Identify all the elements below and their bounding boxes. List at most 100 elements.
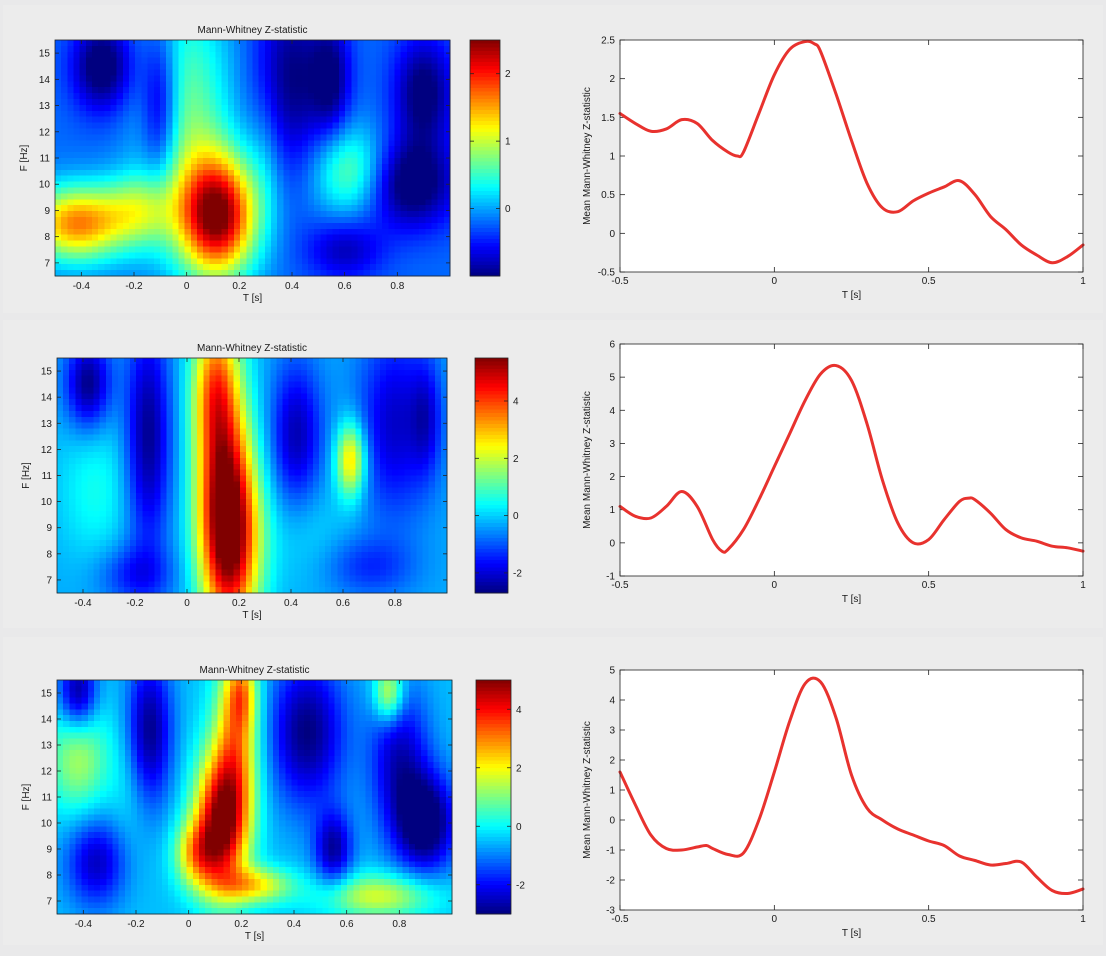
heatmap-cell — [105, 410, 113, 418]
heatmap-cell — [221, 57, 229, 65]
heatmap-cell — [239, 387, 247, 394]
heatmap-cell — [61, 40, 68, 47]
heatmap-cell — [379, 405, 387, 412]
heatmap-cell — [361, 457, 369, 465]
heatmap-cell — [375, 40, 383, 47]
heatmap-cell — [99, 381, 107, 388]
heatmap-cell — [172, 452, 180, 459]
heatmap-cell — [98, 57, 105, 65]
heatmap-cell — [166, 69, 173, 76]
heatmap-cell — [117, 410, 125, 418]
heatmap-cell — [178, 246, 186, 253]
heatmap-cell — [172, 393, 180, 400]
heatmap-cell — [154, 440, 162, 447]
heatmap-cell — [406, 110, 414, 118]
heatmap-cell — [319, 440, 326, 447]
heatmap-cell — [367, 410, 375, 418]
heatmap-cell — [172, 63, 180, 71]
heatmap-cell — [142, 510, 149, 518]
heatmap-cell — [98, 163, 105, 171]
heatmap-cell — [386, 469, 393, 477]
heatmap-cell — [75, 557, 82, 565]
heatmap-cell — [153, 246, 161, 253]
heatmap-cell — [209, 510, 217, 518]
heatmap-cell — [147, 158, 155, 165]
heatmap-cell — [276, 393, 284, 400]
heatmap-cell — [93, 405, 101, 412]
y-tick-label: 7 — [44, 258, 50, 269]
heatmap-cell — [351, 193, 359, 200]
heatmap-cell — [227, 475, 235, 482]
heatmap-cell — [233, 199, 241, 206]
heatmap-cell — [332, 40, 340, 47]
heatmap-cell — [363, 122, 371, 130]
heatmap-cell — [79, 211, 87, 218]
heatmap-cell — [129, 246, 136, 253]
x-tick-label: 0.6 — [338, 281, 352, 292]
heatmap-cell — [289, 258, 297, 265]
heatmap-cell — [215, 358, 223, 365]
heatmap-cell — [373, 393, 381, 400]
heatmap-cell — [79, 75, 87, 82]
heatmap-cell — [61, 199, 68, 206]
heatmap-cell — [141, 205, 149, 212]
heatmap-cell — [191, 457, 198, 465]
heatmap-cell — [104, 228, 112, 236]
heatmap-cell — [87, 510, 95, 518]
heatmap-cell — [215, 434, 223, 441]
heatmap-cell — [355, 499, 363, 506]
heatmap-cell — [239, 528, 247, 535]
heatmap-cell — [93, 369, 101, 377]
heatmap-cell — [136, 563, 143, 571]
heatmap-cell — [264, 522, 271, 529]
heatmap-cell — [233, 457, 241, 465]
heatmap-cell — [166, 410, 174, 418]
heatmap-cell — [258, 540, 265, 547]
heatmap-cell — [258, 69, 266, 76]
heatmap-cell — [166, 510, 174, 518]
heatmap-cell — [166, 45, 173, 53]
heatmap-cell — [312, 475, 320, 482]
heatmap-cell — [178, 57, 186, 65]
heatmap-cell — [355, 493, 363, 500]
heatmap-cell — [147, 234, 155, 242]
heatmap-cell — [312, 463, 320, 471]
heatmap-cell — [245, 369, 253, 377]
heatmap-cell — [55, 99, 62, 106]
heatmap-cell — [227, 75, 235, 82]
heatmap-cell — [141, 169, 149, 177]
heatmap-cell — [406, 163, 414, 171]
heatmap-cell — [394, 199, 402, 206]
heatmap-cell — [116, 264, 124, 271]
heatmap-cell — [357, 69, 365, 76]
heatmap-cell — [363, 51, 371, 59]
heatmap-cell — [160, 504, 168, 512]
heatmap-cell — [392, 499, 399, 506]
heatmap-cell — [196, 99, 204, 106]
heatmap-cell — [172, 510, 180, 518]
heatmap-cell — [412, 69, 420, 76]
heatmap-cell — [338, 217, 346, 224]
heatmap-cell — [331, 422, 338, 430]
heatmap-cell — [233, 163, 241, 171]
heatmap-cell — [122, 158, 130, 165]
heatmap-cell — [437, 93, 445, 100]
heatmap-cell — [215, 222, 223, 230]
heatmap-cell — [55, 146, 62, 153]
heatmap-cell — [361, 387, 369, 394]
heatmap-cell — [184, 175, 192, 183]
heatmap-cell — [326, 122, 334, 130]
heatmap-cell — [227, 199, 235, 206]
heatmap-cell — [351, 240, 359, 248]
heatmap-cell — [271, 110, 278, 118]
heatmap-cell — [320, 193, 328, 200]
colorbar-gradient — [470, 40, 500, 277]
heatmap-cell — [367, 375, 375, 383]
heatmap-cell — [412, 240, 420, 248]
heatmap-cell — [379, 463, 387, 471]
heatmap-cell — [111, 410, 119, 418]
heatmap-cell — [111, 375, 119, 383]
heatmap-cell — [69, 534, 76, 541]
heatmap-cell — [386, 581, 393, 588]
heatmap-cell — [320, 110, 328, 118]
